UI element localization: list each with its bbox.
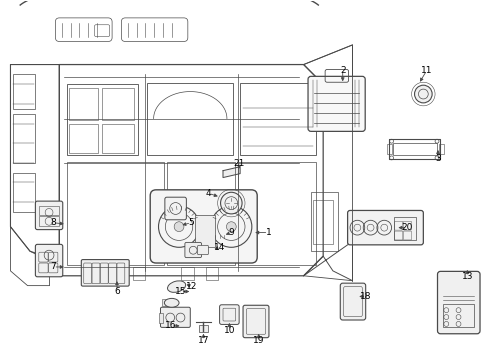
Text: 11: 11 — [421, 66, 433, 75]
Bar — [69, 87, 98, 120]
Text: 21: 21 — [233, 159, 245, 168]
Text: 12: 12 — [186, 282, 197, 291]
Circle shape — [415, 85, 432, 103]
Text: 7: 7 — [50, 262, 56, 271]
Bar — [159, 313, 163, 323]
Text: 10: 10 — [223, 326, 235, 335]
Bar — [162, 300, 167, 306]
FancyBboxPatch shape — [210, 228, 229, 240]
Bar — [206, 267, 218, 280]
FancyBboxPatch shape — [35, 244, 63, 277]
Bar — [13, 173, 35, 212]
Bar — [439, 144, 444, 154]
Bar — [102, 87, 134, 120]
Bar — [314, 200, 333, 244]
Ellipse shape — [164, 298, 179, 307]
Bar — [311, 192, 338, 251]
FancyBboxPatch shape — [160, 307, 190, 327]
Text: 20: 20 — [401, 223, 413, 232]
Text: 14: 14 — [214, 243, 225, 252]
FancyBboxPatch shape — [81, 260, 129, 286]
FancyBboxPatch shape — [197, 245, 208, 255]
Text: 13: 13 — [462, 272, 473, 281]
Bar — [84, 267, 96, 280]
FancyBboxPatch shape — [347, 211, 423, 245]
Text: 9: 9 — [228, 228, 234, 237]
Text: 17: 17 — [198, 336, 209, 345]
Bar — [195, 215, 215, 247]
FancyBboxPatch shape — [150, 190, 257, 263]
Text: 5: 5 — [188, 218, 194, 227]
FancyBboxPatch shape — [340, 283, 366, 320]
Bar — [167, 162, 235, 265]
Bar — [394, 217, 416, 240]
FancyBboxPatch shape — [308, 76, 365, 131]
Circle shape — [220, 192, 242, 214]
Bar — [67, 162, 164, 265]
Polygon shape — [223, 167, 240, 177]
Text: 3: 3 — [435, 154, 441, 163]
Text: 16: 16 — [165, 321, 176, 330]
FancyBboxPatch shape — [35, 201, 63, 230]
Text: 4: 4 — [205, 189, 211, 198]
Text: 19: 19 — [253, 336, 265, 345]
Bar — [147, 83, 233, 156]
FancyBboxPatch shape — [220, 305, 239, 324]
Bar — [238, 162, 316, 265]
Circle shape — [226, 222, 236, 231]
Bar — [443, 304, 474, 327]
Text: 18: 18 — [361, 292, 372, 301]
Bar — [39, 206, 59, 215]
Bar — [181, 267, 194, 280]
Bar — [108, 267, 121, 280]
Bar — [240, 83, 316, 156]
Text: 8: 8 — [50, 218, 56, 227]
Bar — [67, 84, 138, 156]
Circle shape — [174, 222, 184, 231]
Bar — [13, 75, 35, 109]
Text: 2: 2 — [340, 66, 345, 75]
Bar — [39, 216, 59, 226]
Bar — [102, 123, 134, 153]
Bar — [198, 325, 208, 332]
Bar — [133, 267, 145, 280]
Bar — [387, 144, 392, 154]
FancyBboxPatch shape — [185, 242, 201, 258]
Text: 1: 1 — [266, 228, 271, 237]
Bar — [13, 114, 35, 163]
Bar — [69, 123, 98, 153]
Text: 6: 6 — [114, 287, 120, 296]
FancyBboxPatch shape — [438, 271, 480, 334]
FancyBboxPatch shape — [165, 197, 186, 220]
Text: 15: 15 — [175, 287, 186, 296]
FancyBboxPatch shape — [243, 305, 269, 338]
Bar — [392, 143, 437, 156]
Ellipse shape — [168, 281, 186, 292]
